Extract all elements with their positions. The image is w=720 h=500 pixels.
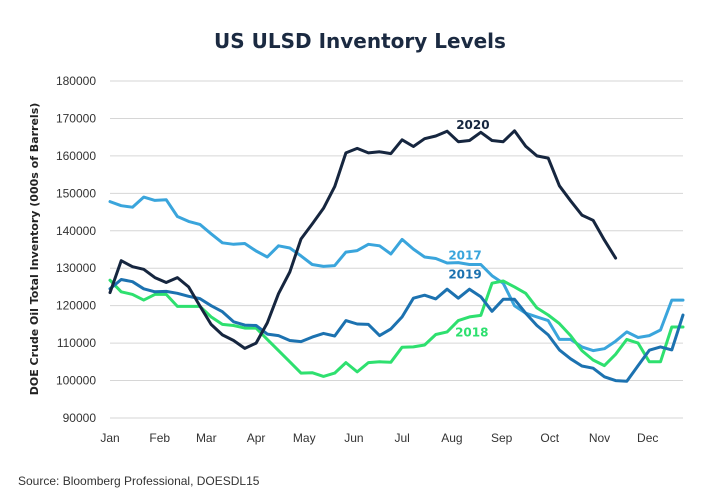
x-tick-label: Sep: [491, 431, 513, 445]
series-label-2020: 2020: [456, 118, 489, 132]
y-tick-label: 180000: [56, 74, 96, 88]
y-axis-ticks: 90000 100000 110000 120000 130000 140000 15000…: [56, 74, 96, 425]
x-tick-label: Jan: [100, 431, 119, 445]
y-tick-label: 130000: [56, 261, 96, 275]
series-label-2017: 2017: [448, 249, 481, 263]
series-label-2019: 2019: [448, 268, 481, 282]
y-tick-label: 90000: [63, 411, 97, 425]
x-tick-label: Aug: [441, 431, 462, 445]
series-labels: 2017 2018 2019 2020: [448, 118, 489, 340]
x-tick-label: Mar: [196, 431, 217, 445]
series-label-2018: 2018: [455, 326, 488, 340]
x-tick-label: Oct: [540, 431, 559, 445]
source-note: Source: Bloomberg Professional, DOESDL15: [18, 474, 260, 488]
series-line-2020: [108, 129, 618, 350]
y-tick-label: 170000: [56, 111, 96, 125]
y-tick-label: 100000: [56, 374, 96, 388]
y-tick-label: 140000: [56, 224, 96, 238]
x-tick-label: Apr: [247, 431, 266, 445]
grid-layer: [110, 80, 683, 419]
x-tick-label: Jun: [344, 431, 363, 445]
x-tick-label: May: [293, 431, 316, 445]
y-axis-label: DOE Crude Oil Total Inventory (000s of B…: [28, 103, 41, 396]
x-tick-label: Nov: [589, 431, 610, 445]
y-tick-label: 160000: [56, 149, 96, 163]
series-layer: [108, 129, 685, 383]
y-tick-label: 120000: [56, 299, 96, 313]
chart-title: US ULSD Inventory Levels: [214, 29, 506, 53]
x-tick-label: Jul: [394, 431, 409, 445]
x-tick-label: Dec: [637, 431, 658, 445]
series-line-2018: [108, 278, 685, 378]
x-axis-ticks: Jan Feb Mar Apr May Jun Jul Aug Sep Oct Nov Dec: [100, 431, 658, 445]
series-line-2019: [108, 278, 685, 383]
y-tick-label: 110000: [57, 336, 96, 350]
x-tick-label: Feb: [149, 431, 170, 445]
series-line-2017: [108, 195, 685, 353]
y-tick-label: 150000: [56, 186, 96, 200]
